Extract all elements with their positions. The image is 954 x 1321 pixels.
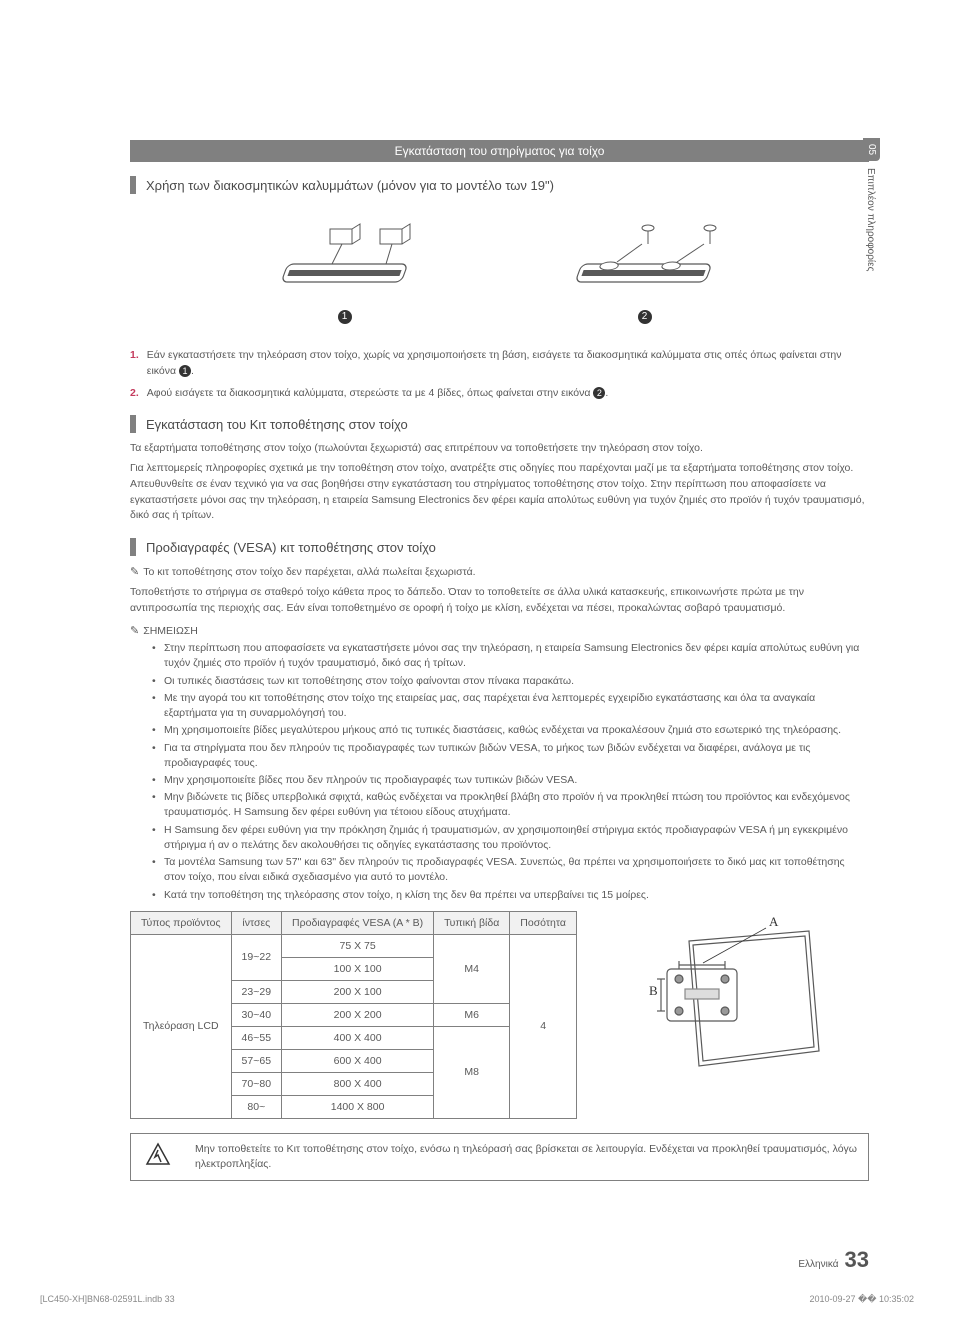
page-content: Εγκατάσταση του στηρίγματος για τοίχο Χρ… xyxy=(0,0,954,1221)
paragraph-3: Τοποθετήστε το στήριγμα σε σταθερό τοίχο… xyxy=(130,585,869,617)
label-a: A xyxy=(769,914,779,929)
print-file: [LC450-XH]BN68-02591L.indb 33 xyxy=(40,1294,175,1305)
list-item: Μη χρησιμοποιείτε βίδες μεγαλύτερου μήκο… xyxy=(164,723,869,738)
table-and-diagram: Τύπος προϊόντος ίντσες Προδιαγραφές VESA… xyxy=(130,911,869,1119)
cell: 100 X 100 xyxy=(282,957,434,980)
col-inches: ίντσες xyxy=(231,911,282,934)
print-timestamp: 2010-09-27 �� 10:35:02 xyxy=(809,1294,914,1305)
figure-2-badge: 2 xyxy=(638,310,652,324)
list-item: Τα μοντέλα Samsung των 57" και 63" δεν π… xyxy=(164,855,869,885)
footer-page-number: 33 xyxy=(845,1247,869,1273)
section-2-title: Εγκατάσταση του Κιτ τοποθέτησης στον τοί… xyxy=(146,417,408,432)
note-1: ✎Το κιτ τοποθέτησης στον τοίχο δεν παρέχ… xyxy=(130,564,869,581)
table-header-row: Τύπος προϊόντος ίντσες Προδιαγραφές VESA… xyxy=(131,911,577,934)
cell: 1400 X 800 xyxy=(282,1095,434,1118)
cell-qty: 4 xyxy=(510,934,577,1118)
figure-2: 2 xyxy=(550,214,740,324)
figures-row: 1 2 xyxy=(130,214,869,324)
cell: M6 xyxy=(434,1003,510,1026)
inline-badge-1: 1 xyxy=(179,365,191,377)
cell: 800 X 400 xyxy=(282,1072,434,1095)
list-item: Για τα στηρίγματα που δεν πληρούν τις πρ… xyxy=(164,741,869,771)
step-1: 1. Εάν εγκαταστήσετε την τηλεόραση στον … xyxy=(130,348,869,380)
step-1-number: 1. xyxy=(130,348,139,380)
section-1-head: Χρήση των διακοσμητικών καλυμμάτων (μόνο… xyxy=(130,176,869,194)
warning-icon xyxy=(145,1142,171,1168)
cell: M8 xyxy=(434,1026,510,1118)
section-bar xyxy=(130,176,136,194)
list-item: Μην χρησιμοποιείτε βίδες που δεν πληρούν… xyxy=(164,773,869,788)
section-3-head: Προδιαγραφές (VESA) κιτ τοποθέτησης στον… xyxy=(130,538,869,556)
warning-box: Μην τοποθετείτε το Κιτ τοποθέτησης στον … xyxy=(130,1133,869,1181)
footer-language: Ελληνικά xyxy=(798,1259,838,1270)
cell: 19~22 xyxy=(231,934,282,980)
figure-1-badge: 1 xyxy=(338,310,352,324)
list-item: Οι τυπικές διαστάσεις των κιτ τοποθέτηση… xyxy=(164,674,869,689)
col-vesa: Προδιαγραφές VESA (A * B) xyxy=(282,911,434,934)
note-icon: ✎ xyxy=(130,564,139,581)
inline-badge-2: 2 xyxy=(593,387,605,399)
col-qty: Ποσότητα xyxy=(510,911,577,934)
warning-text: Μην τοποθετείτε το Κιτ τοποθέτησης στον … xyxy=(185,1134,868,1180)
cell: 57~65 xyxy=(231,1049,282,1072)
section-bar xyxy=(130,415,136,433)
cover-diagram-icon xyxy=(260,214,430,304)
note-heading: ✎ΣΗΜΕΙΩΣΗ xyxy=(130,624,869,637)
cell: 70~80 xyxy=(231,1072,282,1095)
page-title: Εγκατάσταση του στηρίγματος για τοίχο xyxy=(130,140,869,162)
vesa-table: Τύπος προϊόντος ίντσες Προδιαγραφές VESA… xyxy=(130,911,577,1119)
cell: 80~ xyxy=(231,1095,282,1118)
notes-list: Στην περίπτωση που αποφασίσετε να εγκατα… xyxy=(130,641,869,903)
col-screw: Τυπική βίδα xyxy=(434,911,510,934)
tv-diagram: A B xyxy=(589,911,869,1086)
step-2-number: 2. xyxy=(130,386,139,402)
list-item: Η Samsung δεν φέρει ευθύνη για την πρόκλ… xyxy=(164,823,869,853)
cell: 46~55 xyxy=(231,1026,282,1049)
warning-icon-cell xyxy=(131,1134,185,1179)
col-product: Τύπος προϊόντος xyxy=(131,911,232,934)
print-marks: [LC450-XH]BN68-02591L.indb 33 2010-09-27… xyxy=(0,1294,954,1305)
section-1-title: Χρήση των διακοσμητικών καλυμμάτων (μόνο… xyxy=(146,178,554,193)
step-2: 2. Αφού εισάγετε τα διακοσμητικά καλύμμα… xyxy=(130,386,869,402)
list-item: Στην περίπτωση που αποφασίσετε να εγκατα… xyxy=(164,641,869,671)
tv-back-icon: A B xyxy=(629,911,829,1081)
screw-diagram-icon xyxy=(550,214,740,304)
table-row: Τηλεόραση LCD 19~22 75 X 75 M4 4 xyxy=(131,934,577,957)
section-2-head: Εγκατάσταση του Κιτ τοποθέτησης στον τοί… xyxy=(130,415,869,433)
section-3-title: Προδιαγραφές (VESA) κιτ τοποθέτησης στον… xyxy=(146,540,436,555)
cell: M4 xyxy=(434,934,510,1003)
cell: 30~40 xyxy=(231,1003,282,1026)
cell-product-type: Τηλεόραση LCD xyxy=(131,934,232,1118)
paragraph-1: Τα εξαρτήματα τοποθέτησης στον τοίχο (πω… xyxy=(130,441,869,457)
step-1-text: Εάν εγκαταστήσετε την τηλεόραση στον τοί… xyxy=(147,348,869,380)
note-icon: ✎ xyxy=(130,624,139,637)
list-item: Μην βιδώνετε τις βίδες υπερβολικά σφιχτά… xyxy=(164,790,869,820)
figure-1: 1 xyxy=(260,214,430,324)
label-b: B xyxy=(649,983,658,998)
paragraph-2: Για λεπτομερείς πληροφορίες σχετικά με τ… xyxy=(130,461,869,524)
list-item: Με την αγορά του κιτ τοποθέτησης στον το… xyxy=(164,691,869,721)
list-item: Κατά την τοποθέτηση της τηλεόρασης στον … xyxy=(164,888,869,903)
section-bar xyxy=(130,538,136,556)
cell: 200 X 100 xyxy=(282,980,434,1003)
cell: 23~29 xyxy=(231,980,282,1003)
cell: 200 X 200 xyxy=(282,1003,434,1026)
page-footer: Ελληνικά 33 xyxy=(798,1247,869,1273)
step-2-text: Αφού εισάγετε τα διακοσμητικά καλύμματα,… xyxy=(147,386,608,402)
cell: 75 X 75 xyxy=(282,934,434,957)
cell: 400 X 400 xyxy=(282,1026,434,1049)
cell: 600 X 400 xyxy=(282,1049,434,1072)
